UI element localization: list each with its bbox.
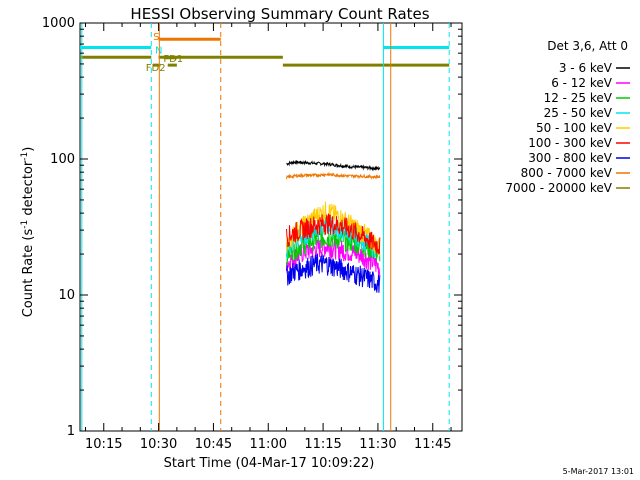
x-tick-label: 11:00 — [250, 437, 287, 452]
legend-entry-label: 100 - 300 keV — [528, 136, 612, 150]
event-lines — [81, 23, 450, 431]
x-tick-label: 11:45 — [414, 437, 451, 452]
legend-title: Det 3,6, Att 0 — [547, 39, 628, 53]
y-tick-label: 1000 — [42, 16, 75, 31]
axis-ticks: 1 10 100 1000 10:15 10:30 10:45 11:00 11:15 11:30… — [42, 16, 462, 452]
plot-frame — [79, 22, 463, 432]
series-lines — [286, 159, 381, 293]
legend-entry-label: 7000 - 20000 keV — [505, 181, 612, 195]
x-tick-label: 11:30 — [359, 437, 396, 452]
y-axis-label-mid: detector — [21, 160, 36, 220]
series-line — [286, 252, 381, 293]
flag-label: S — [153, 32, 159, 43]
x-tick-label: 10:30 — [140, 437, 177, 452]
x-axis-label: Start Time (04-Mar-17 10:09:22) — [164, 456, 375, 471]
footer-date: 5-Mar-2017 13:01 — [563, 467, 634, 476]
flag-label: N — [155, 45, 162, 56]
series-line — [286, 171, 381, 181]
x-tick-label: 10:45 — [195, 437, 232, 452]
chart-title: HESSI Observing Summary Count Rates — [130, 5, 429, 23]
legend-entry-label: 800 - 7000 keV — [521, 166, 613, 180]
series-line — [286, 159, 381, 172]
flag-label: FD1 — [163, 54, 183, 65]
y-axis-label-end: ) — [21, 147, 36, 152]
y-axis-label-main: Count Rate (s — [21, 229, 36, 318]
y-tick-label: 10 — [58, 288, 75, 303]
plot-area — [79, 22, 463, 432]
legend-entry-label: 3 - 6 keV — [559, 61, 613, 75]
y-axis-label: Count Rate (s-1 detector-1) — [20, 147, 36, 318]
y-axis-label-sup2: -1 — [20, 152, 30, 161]
legend-entry-label: 25 - 50 keV — [544, 106, 613, 120]
y-tick-label: 1 — [67, 424, 75, 439]
series-line — [286, 213, 381, 255]
x-tick-label: 10:15 — [85, 437, 122, 452]
series-line — [286, 237, 381, 277]
legend-entry-label: 12 - 25 keV — [544, 91, 613, 105]
legend-entry-label: 50 - 100 keV — [536, 121, 613, 135]
legend-entry-label: 300 - 800 keV — [528, 151, 612, 165]
y-axis-label-sup1: -1 — [20, 220, 30, 229]
x-tick-label: 11:15 — [304, 437, 341, 452]
flag-label: FD2 — [146, 63, 166, 74]
legend-entry-label: 6 - 12 keV — [551, 76, 613, 90]
y-tick-label: 100 — [50, 152, 75, 167]
